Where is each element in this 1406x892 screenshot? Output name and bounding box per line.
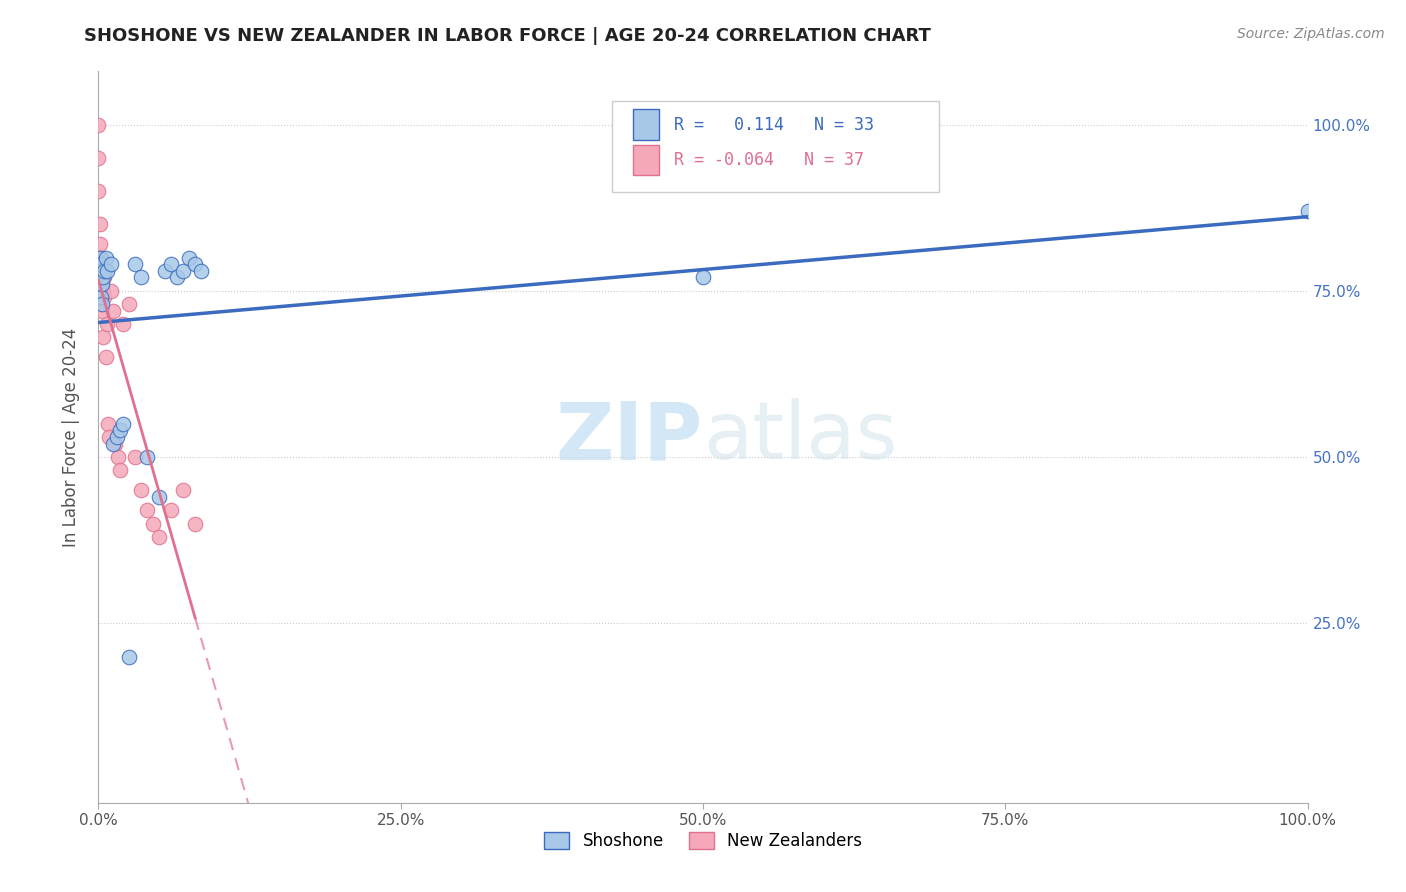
Point — [172, 264, 194, 278]
Point — [89, 237, 111, 252]
Point — [96, 264, 118, 278]
Point — [90, 297, 112, 311]
Point — [135, 503, 157, 517]
Point — [93, 270, 115, 285]
Point — [90, 270, 112, 285]
Point — [90, 290, 112, 304]
Point — [87, 270, 110, 285]
Point — [94, 251, 117, 265]
Point — [101, 436, 124, 450]
Point — [91, 284, 114, 298]
Point — [89, 251, 111, 265]
Point — [142, 516, 165, 531]
Point — [107, 450, 129, 464]
Point — [179, 251, 201, 265]
Point — [91, 284, 114, 298]
Point — [89, 251, 111, 265]
Point — [166, 270, 188, 285]
Point — [89, 277, 111, 292]
Point — [93, 290, 115, 304]
Point — [90, 257, 112, 271]
Y-axis label: In Labor Force | Age 20-24: In Labor Force | Age 20-24 — [62, 327, 80, 547]
Legend: Shoshone, New Zealanders: Shoshone, New Zealanders — [537, 825, 869, 856]
Text: ZIP: ZIP — [555, 398, 703, 476]
Point — [91, 297, 114, 311]
Point — [160, 257, 183, 271]
Point — [97, 417, 120, 431]
Point — [172, 483, 194, 498]
Bar — [633, 145, 659, 175]
Point — [118, 297, 141, 311]
Point — [118, 649, 141, 664]
Point — [100, 284, 122, 298]
Point — [87, 184, 110, 198]
Point — [87, 284, 110, 298]
Point — [153, 264, 176, 278]
Point — [87, 151, 110, 165]
Point — [129, 270, 152, 285]
Point — [91, 264, 114, 278]
Point — [111, 417, 134, 431]
Point — [93, 264, 115, 278]
Point — [184, 516, 207, 531]
Point — [108, 424, 131, 438]
Point — [124, 450, 146, 464]
Point — [1296, 204, 1319, 219]
Point — [101, 303, 124, 318]
Point — [91, 277, 114, 292]
Point — [124, 257, 146, 271]
Point — [96, 317, 118, 331]
Point — [91, 270, 114, 285]
Point — [90, 251, 112, 265]
Point — [91, 303, 114, 318]
Text: SHOSHONE VS NEW ZEALANDER IN LABOR FORCE | AGE 20-24 CORRELATION CHART: SHOSHONE VS NEW ZEALANDER IN LABOR FORCE… — [84, 27, 931, 45]
Text: R = -0.064   N = 37: R = -0.064 N = 37 — [673, 151, 863, 169]
Text: Source: ZipAtlas.com: Source: ZipAtlas.com — [1237, 27, 1385, 41]
Point — [104, 436, 127, 450]
Point — [111, 317, 134, 331]
Point — [105, 430, 128, 444]
Point — [100, 257, 122, 271]
Bar — [633, 110, 659, 140]
Point — [129, 483, 152, 498]
Point — [148, 490, 170, 504]
Point — [91, 330, 114, 344]
Point — [90, 270, 112, 285]
Point — [87, 118, 110, 132]
Point — [160, 503, 183, 517]
Point — [148, 530, 170, 544]
Point — [108, 463, 131, 477]
Point — [89, 284, 111, 298]
Point — [98, 430, 121, 444]
FancyBboxPatch shape — [613, 101, 939, 192]
Point — [89, 264, 111, 278]
Point — [89, 264, 111, 278]
Text: R =   0.114   N = 33: R = 0.114 N = 33 — [673, 116, 875, 134]
Point — [190, 264, 212, 278]
Point — [692, 270, 714, 285]
Point — [135, 450, 157, 464]
Text: atlas: atlas — [703, 398, 897, 476]
Point — [184, 257, 207, 271]
Point — [89, 217, 111, 231]
Point — [94, 351, 117, 365]
